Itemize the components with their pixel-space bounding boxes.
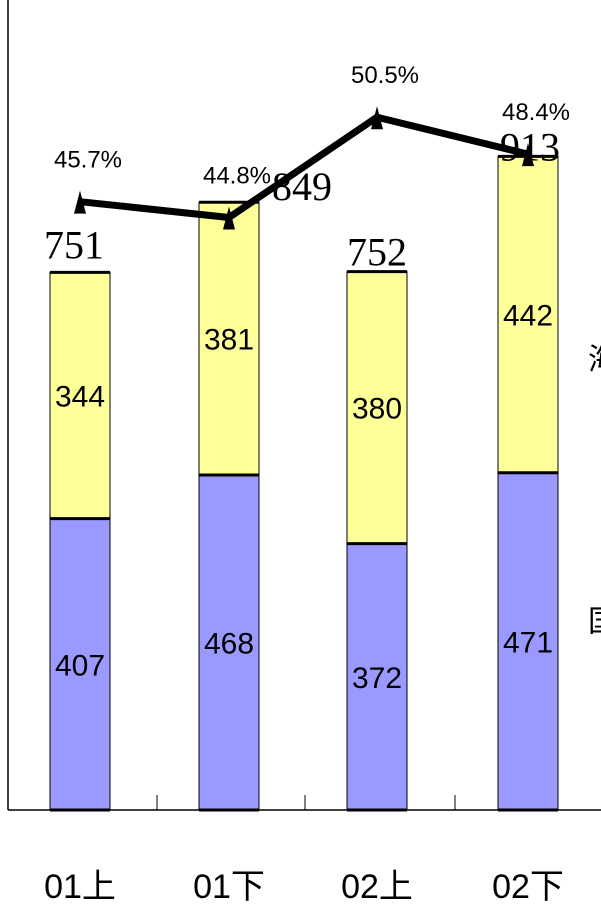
category-label-01下: 01下 <box>193 868 265 906</box>
x-axis-ticks <box>156 795 456 810</box>
pct-label-01下: 44.8% <box>203 163 271 190</box>
total-01下: 849 <box>272 164 332 209</box>
bars <box>49 154 559 812</box>
label-domestic-02上: 372 <box>352 662 402 695</box>
line-marker-02上 <box>371 106 383 130</box>
total-02上: 752 <box>347 230 407 275</box>
label-overseas-01上: 344 <box>55 380 105 413</box>
bar-domestic-02下 <box>497 472 559 811</box>
total-01上: 751 <box>44 222 104 267</box>
label-overseas-02下: 442 <box>503 300 553 333</box>
label-domestic-01下: 468 <box>204 627 254 660</box>
bar-domestic-01上 <box>49 518 111 811</box>
legend-domestic: 国内 <box>588 605 601 638</box>
legend-overseas: 海外 <box>588 344 601 377</box>
line-marker-02下 <box>522 143 534 167</box>
label-domestic-02下: 471 <box>503 626 553 659</box>
pct-label-01上: 45.7% <box>54 147 122 174</box>
line-marker-01下 <box>223 206 235 230</box>
category-label-02下: 02下 <box>492 868 564 906</box>
ratio-line <box>74 106 534 230</box>
pct-label-02下: 48.4% <box>502 99 570 126</box>
labels: 407 344 751 01上 468 381 849 01下 372 380 752 02上 471 4… <box>44 62 601 906</box>
pct-label-02上: 50.5% <box>351 62 419 89</box>
bar-overseas-01下 <box>198 201 260 476</box>
ratio-line-path <box>79 113 529 222</box>
label-overseas-02上: 380 <box>352 393 402 426</box>
total-02下: 913 <box>500 124 560 169</box>
label-overseas-01下: 381 <box>204 324 254 357</box>
bar-overseas-02下 <box>497 155 559 474</box>
label-domestic-01上: 407 <box>55 649 105 682</box>
category-label-02上: 02上 <box>341 868 413 906</box>
line-marker-01上 <box>74 190 86 214</box>
category-label-01上: 01上 <box>44 868 116 906</box>
bar-domestic-02上 <box>346 543 408 811</box>
bar-domestic-01下 <box>198 474 260 811</box>
